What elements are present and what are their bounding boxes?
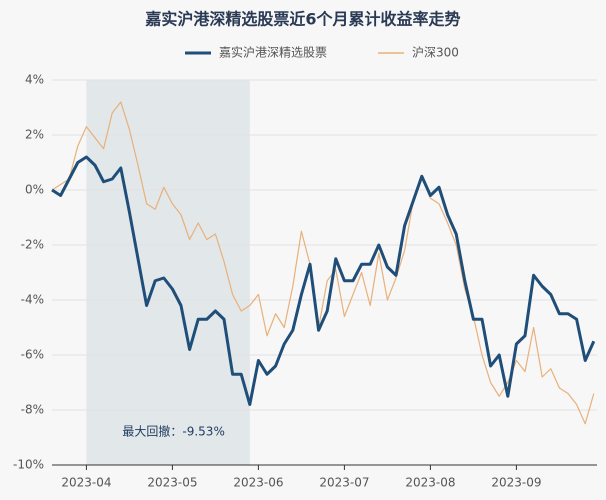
- y-tick-label: -8%: [21, 403, 44, 417]
- x-tick-label: 2023-08: [405, 476, 455, 490]
- drawdown-area: [86, 80, 250, 465]
- legend-label: 沪深300: [412, 46, 459, 60]
- y-tick-label: -10%: [13, 458, 44, 472]
- series-line: [51, 155, 596, 406]
- x-tick-label: 2023-06: [233, 476, 283, 490]
- chart-title: 嘉实沪港深精选股票近6个月累计收益率走势: [144, 10, 460, 29]
- x-tick-label: 2023-07: [319, 476, 369, 490]
- drawdown-label: 最大回撤：-9.53%: [122, 424, 224, 439]
- x-tick-label: 2023-04: [61, 476, 111, 490]
- legend-label: 嘉实沪港深精选股票: [219, 45, 327, 60]
- y-tick-label: -6%: [21, 348, 44, 362]
- x-tick-label: 2023-09: [491, 476, 541, 490]
- y-tick-label: 2%: [25, 128, 44, 142]
- x-tick-label: 2023-05: [147, 476, 197, 490]
- y-tick-label: -4%: [21, 293, 44, 307]
- y-tick-label: 0%: [25, 183, 44, 197]
- y-tick-label: -2%: [21, 238, 44, 252]
- series-line: [51, 101, 595, 425]
- y-tick-label: 4%: [25, 73, 44, 87]
